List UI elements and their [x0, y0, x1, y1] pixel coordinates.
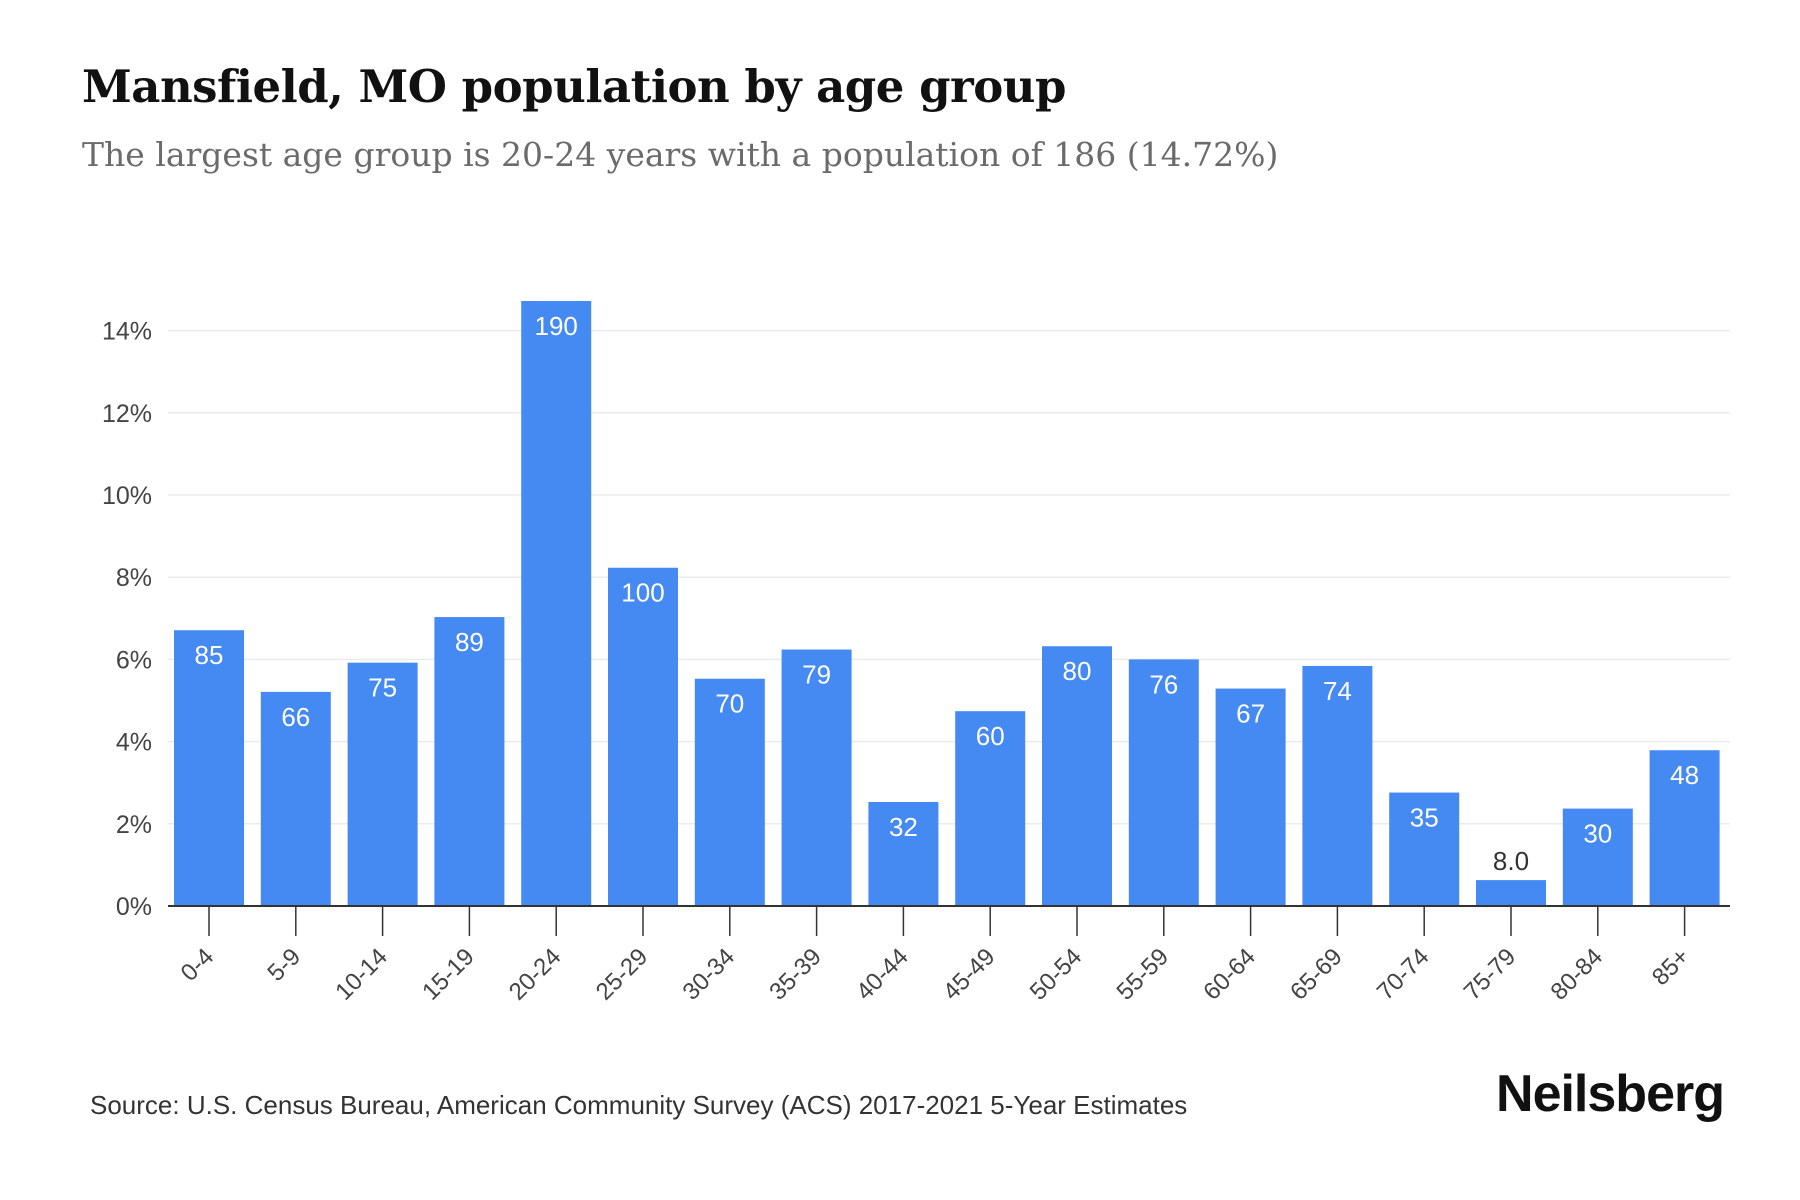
x-tick-label: 30-34 [678, 943, 741, 1006]
x-tick-label: 70-74 [1372, 943, 1435, 1006]
y-tick-label: 2% [116, 811, 152, 839]
x-tick-label: 35-39 [764, 943, 827, 1006]
chart-title: Mansfield, MO population by age group [82, 60, 1066, 113]
x-tick-label: 40-44 [851, 943, 914, 1006]
data-label: 66 [281, 702, 310, 732]
bar [608, 567, 678, 906]
y-tick-label: 14% [102, 318, 152, 346]
x-tick-label: 10-14 [330, 943, 393, 1006]
bar [1389, 792, 1460, 906]
bar [781, 649, 852, 906]
bar [1476, 880, 1546, 906]
y-tick-label: 10% [102, 482, 152, 510]
bar [174, 630, 244, 906]
y-tick-label: 6% [116, 646, 152, 674]
bar [1562, 808, 1633, 906]
x-tick-label: 5-9 [262, 943, 306, 987]
data-label: 32 [889, 812, 918, 842]
bar [434, 617, 505, 906]
data-label: 100 [621, 578, 664, 608]
chart-subtitle: The largest age group is 20-24 years wit… [82, 135, 1279, 174]
source-note: Source: U.S. Census Bureau, American Com… [90, 1090, 1188, 1120]
x-tick-label: 25-29 [591, 943, 654, 1006]
x-tick-label: 45-49 [938, 943, 1001, 1006]
y-tick-label: 12% [102, 400, 152, 428]
data-label: 60 [976, 721, 1005, 751]
data-label: 67 [1236, 699, 1265, 729]
brand-logo: Neilsberg [1496, 1065, 1725, 1123]
data-label: 48 [1670, 760, 1699, 790]
data-label: 85 [195, 640, 224, 670]
bar [868, 802, 939, 906]
bar [694, 678, 765, 906]
bar [521, 301, 592, 906]
x-tick-label: 75-79 [1459, 943, 1522, 1006]
data-label: 75 [368, 673, 397, 703]
x-tick-label: 65-69 [1285, 943, 1348, 1006]
data-label: 74 [1323, 676, 1352, 706]
x-tick-label: 60-64 [1198, 943, 1261, 1006]
data-label: 35 [1410, 803, 1439, 833]
y-tick-label: 4% [116, 729, 152, 757]
x-tick-label: 55-59 [1112, 943, 1175, 1006]
data-label: 76 [1149, 669, 1178, 699]
bar [1128, 659, 1199, 906]
x-tick-label: 85+ [1647, 943, 1695, 991]
x-tick-label: 15-19 [417, 943, 480, 1006]
bar [955, 711, 1026, 906]
data-label: 70 [715, 689, 744, 719]
data-label: 79 [802, 660, 831, 690]
data-label: 190 [535, 311, 578, 341]
bar [1649, 750, 1720, 906]
y-tick-label: 8% [116, 564, 152, 592]
y-tick-label: 0% [116, 893, 152, 921]
data-label: 89 [455, 627, 484, 657]
bar [1215, 688, 1286, 906]
x-tick-label: 50-54 [1025, 943, 1088, 1006]
bar [260, 691, 331, 906]
x-tick-label: 0-4 [176, 943, 220, 987]
x-tick-label: 20-24 [504, 943, 567, 1006]
data-label: 30 [1583, 819, 1612, 849]
data-label: 8.0 [1493, 846, 1529, 876]
x-tick-label: 80-84 [1546, 943, 1609, 1006]
data-label: 80 [1063, 656, 1092, 686]
bar [1042, 646, 1112, 906]
bar [1302, 665, 1373, 906]
bar [347, 662, 418, 906]
